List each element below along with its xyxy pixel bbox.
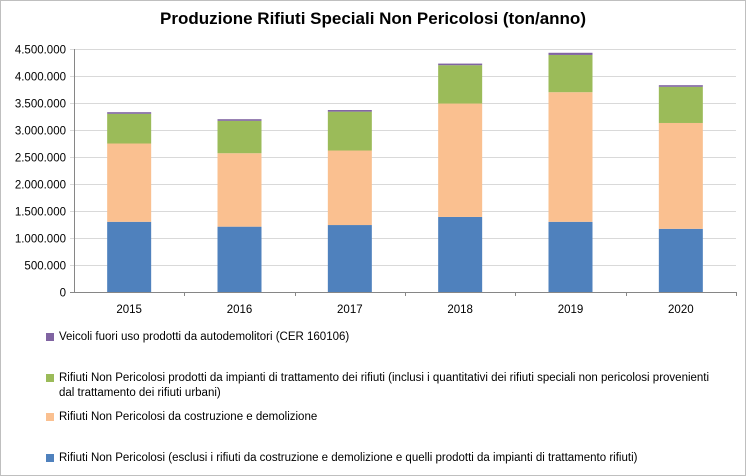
bar-segment (548, 54, 593, 93)
bar-segment (438, 65, 483, 104)
y-tick-label: 2.000.000 (15, 180, 66, 192)
bar-segment (548, 92, 593, 222)
x-tick-label: 2015 (116, 304, 142, 316)
legend-label: Rifiuti Non Pericolosi prodotti da impia… (59, 372, 710, 399)
y-tick-label: 4.000.000 (15, 72, 66, 84)
x-tick-label: 2019 (558, 304, 584, 316)
bar-segment (217, 120, 262, 154)
bar-segment (107, 113, 152, 144)
x-tick-label: 2020 (668, 304, 694, 316)
legend-swatch (46, 454, 54, 462)
chart-title: Produzione Rifiuti Speciali Non Pericolo… (160, 9, 586, 28)
bar-segment (438, 216, 483, 292)
bar-segment (548, 221, 593, 292)
legend-swatch (46, 413, 54, 421)
bar-segment (327, 225, 372, 292)
y-tick-label: 3.500.000 (15, 99, 66, 111)
x-tick-label: 2016 (227, 304, 253, 316)
legend-label: Rifiuti Non Pericolosi da costruzione e … (59, 411, 318, 423)
x-tick-label: 2018 (447, 304, 473, 316)
bar-segment (107, 143, 152, 222)
bar-segment (217, 153, 262, 227)
bar-segment (107, 221, 152, 292)
bar-segment (658, 86, 703, 123)
x-tick-label: 2017 (337, 304, 363, 316)
bar-segment (327, 150, 372, 226)
bar-segment (658, 85, 703, 87)
bar-segment (217, 119, 262, 121)
bar-segment (107, 112, 152, 114)
legend-swatch (46, 333, 54, 341)
bar-segment (327, 110, 372, 112)
bar-segment (548, 52, 593, 55)
y-tick-label: 3.000.000 (15, 126, 66, 138)
y-tick-label: 0 (60, 288, 66, 300)
legend-label: Rifiuti Non Pericolosi (esclusi i rifiut… (59, 452, 638, 464)
bar-segment (438, 63, 483, 66)
y-tick-label: 4.500.000 (15, 45, 66, 57)
legend-swatch (46, 374, 54, 382)
y-tick-label: 500.000 (24, 261, 66, 273)
bar-segment (327, 111, 372, 151)
bar-segment (658, 122, 703, 229)
y-tick-label: 1.000.000 (15, 234, 66, 246)
y-tick-label: 2.500.000 (15, 153, 66, 165)
legend-label: Veicoli fuori uso prodotti da autodemoli… (59, 331, 350, 343)
bar-segment (217, 226, 262, 292)
y-tick-label: 1.500.000 (15, 207, 66, 219)
bar-segment (438, 103, 483, 217)
bar-segment (658, 228, 703, 292)
